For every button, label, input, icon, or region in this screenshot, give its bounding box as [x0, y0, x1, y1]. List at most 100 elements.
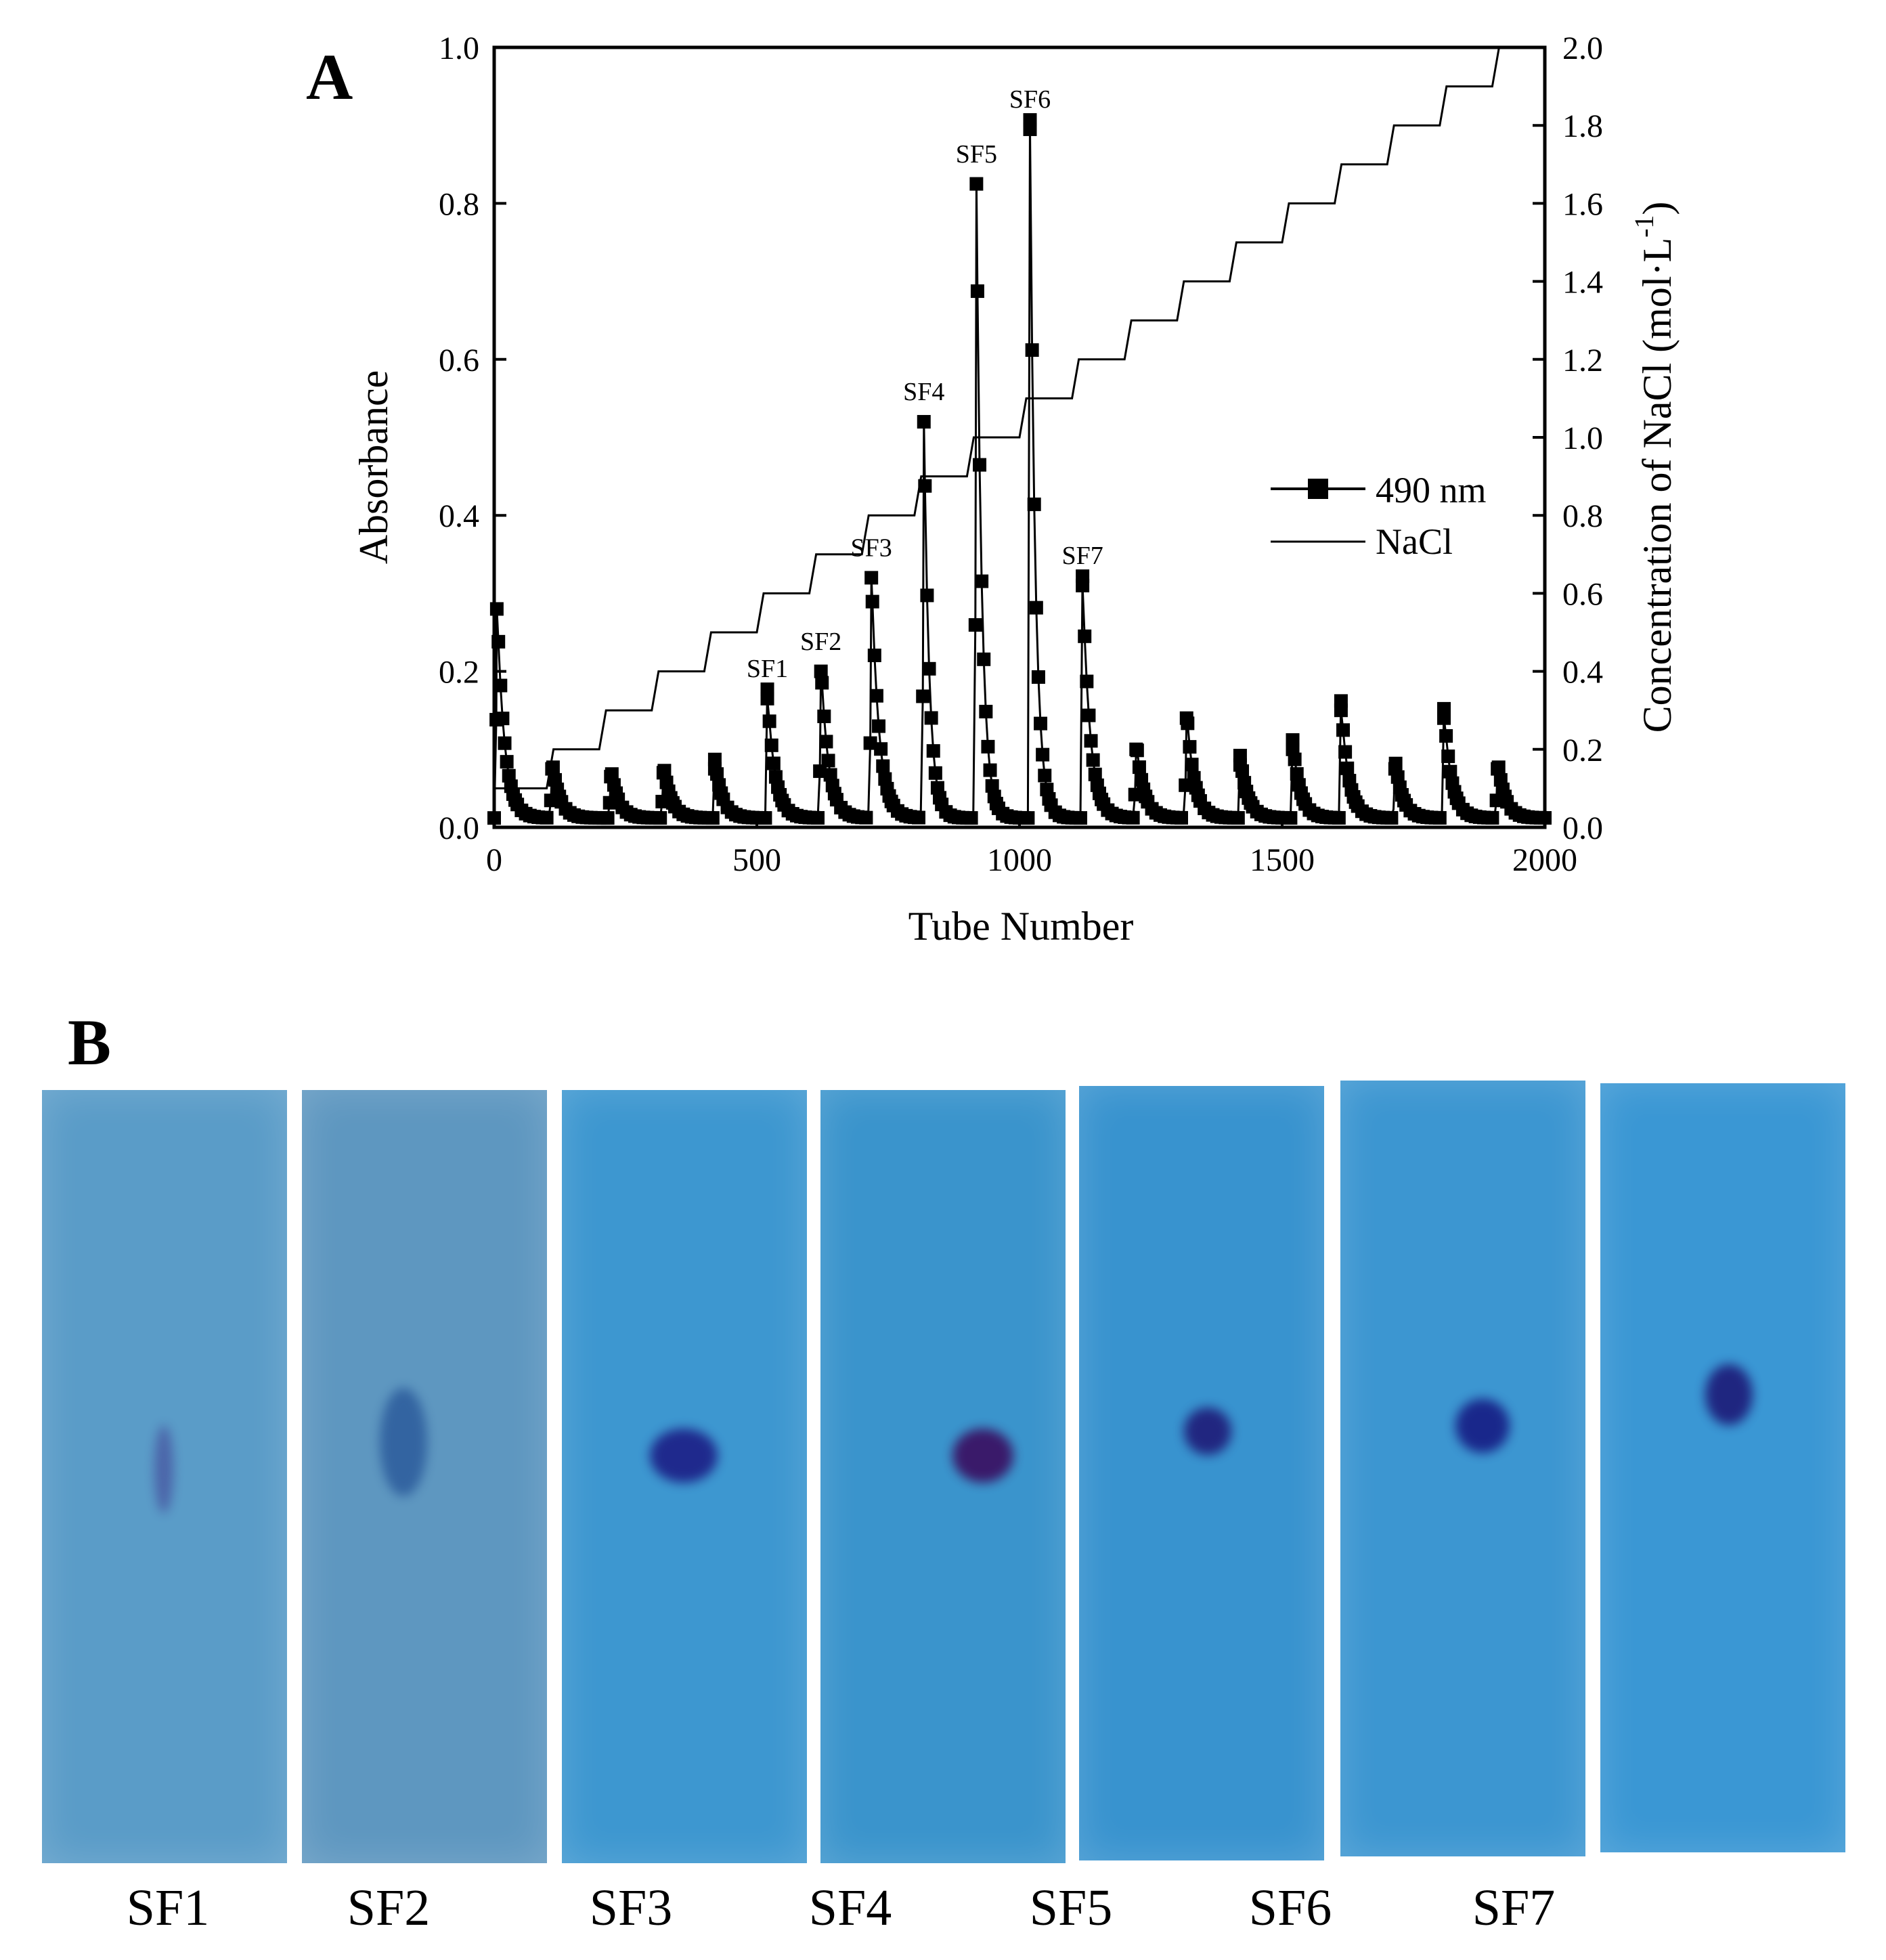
peak-label-sf1: SF1	[747, 655, 788, 683]
strip-sf4	[820, 1090, 1066, 1863]
absorbance-point	[546, 760, 560, 775]
absorbance-point	[928, 766, 942, 780]
y2-tick-label: 1.0	[1562, 420, 1603, 456]
absorbance-point	[922, 661, 936, 676]
spot-sf4	[952, 1429, 1013, 1483]
absorbance-point	[876, 759, 890, 773]
absorbance-point	[983, 763, 997, 777]
spot-sf2	[380, 1388, 427, 1496]
absorbance-point	[1334, 703, 1348, 718]
strip-sf3	[562, 1090, 807, 1863]
absorbance-point	[1235, 764, 1250, 778]
strip-label-sf2: SF2	[347, 1879, 431, 1936]
absorbance-point	[1126, 810, 1140, 825]
absorbance-point	[1029, 601, 1043, 615]
absorbance-point	[817, 710, 831, 724]
absorbance-point	[1439, 728, 1453, 743]
absorbance-point	[916, 689, 930, 703]
absorbance-point	[768, 770, 783, 784]
absorbance-point	[1390, 770, 1405, 784]
absorbance-point	[764, 738, 778, 752]
absorbance-point	[1036, 747, 1050, 762]
absorbance-point	[924, 711, 938, 725]
y-tick-label: 0.6	[439, 343, 479, 378]
absorbance-point	[1074, 811, 1088, 825]
strip-label-sf5: SF5	[1029, 1879, 1113, 1936]
absorbance-point	[813, 764, 827, 779]
absorbance-point	[1332, 810, 1346, 825]
absorbance-point	[1491, 760, 1506, 775]
strip-label-sf7: SF7	[1472, 1879, 1556, 1936]
absorbance-point	[1082, 708, 1096, 722]
peak-label-sf6: SF6	[1009, 85, 1051, 114]
absorbance-point	[489, 602, 504, 616]
peak-label-sf4: SF4	[903, 378, 944, 406]
absorbance-point	[1443, 764, 1457, 779]
absorbance-point	[968, 618, 982, 632]
y-axis-label: Absorbance	[351, 370, 396, 565]
absorbance-point	[605, 767, 619, 781]
y2-tick-label: 2.0	[1562, 30, 1603, 66]
absorbance-point	[926, 744, 940, 758]
x-tick-label: 1000	[987, 842, 1052, 878]
peak-labels: SF1 SF2 SF3 SF4 SF5 SF6 SF7	[747, 85, 1103, 683]
absorbance-point	[758, 811, 772, 825]
absorbance-point	[823, 768, 837, 782]
absorbance-point	[969, 177, 984, 191]
y2-tick-label: 0.8	[1562, 498, 1603, 534]
y-tick-label: 0.0	[439, 810, 479, 846]
strip-sf2	[302, 1090, 547, 1863]
absorbance-point	[500, 755, 514, 769]
absorbance-point	[494, 678, 508, 693]
absorbance-point	[1084, 734, 1098, 748]
strip-label-sf3: SF3	[589, 1879, 673, 1936]
absorbance-point	[1130, 743, 1144, 758]
absorbance-point	[977, 652, 991, 666]
absorbance-point	[1338, 745, 1353, 759]
spot-sf1	[154, 1425, 173, 1513]
absorbance-point	[760, 691, 774, 705]
absorbance-point	[762, 714, 776, 728]
absorbance-point	[867, 649, 881, 663]
spot-sf7	[1705, 1364, 1753, 1425]
absorbance-point	[819, 735, 833, 749]
absorbance-point	[975, 574, 989, 588]
absorbance-point	[920, 588, 934, 603]
absorbance-point	[811, 810, 825, 825]
y-tick-label: 0.4	[439, 498, 479, 534]
absorbance-point	[1181, 716, 1195, 731]
absorbance-point	[1183, 740, 1197, 754]
absorbance-point	[979, 705, 993, 719]
legend: 490 nm NaCl	[1271, 470, 1487, 562]
peak-label-sf3: SF3	[851, 534, 892, 563]
absorbance-point	[1284, 811, 1298, 825]
absorbance-point	[1023, 122, 1037, 136]
absorbance-point	[496, 712, 510, 726]
y2-axis-label-sup: -1	[1629, 215, 1659, 238]
strip-label-sf4: SF4	[808, 1879, 892, 1936]
absorbance-point	[600, 811, 615, 825]
y2-axis-label-end: )	[1635, 202, 1680, 215]
absorbance-point	[859, 810, 873, 825]
strip-label-sf6: SF6	[1248, 1879, 1332, 1936]
y2-tick-label: 0.2	[1562, 733, 1603, 768]
absorbance-point	[981, 739, 995, 754]
absorbance-point	[1025, 343, 1039, 357]
absorbance-point	[912, 810, 926, 825]
absorbance-point	[1441, 749, 1455, 764]
absorbance-point	[1231, 811, 1245, 825]
x-axis-label: Tube Number	[908, 904, 1134, 949]
absorbance-point	[1384, 810, 1399, 825]
nacl-step-line	[494, 46, 1503, 789]
absorbance-point	[872, 719, 886, 733]
absorbance-point	[869, 689, 883, 703]
absorbance-point	[1088, 767, 1102, 781]
absorbance-point	[1175, 810, 1189, 825]
peak-label-sf7: SF7	[1061, 542, 1103, 570]
absorbance-point	[498, 736, 512, 750]
legend-490nm-label: 490 nm	[1376, 470, 1487, 510]
y-tick-label: 1.0	[439, 30, 479, 66]
x-tick-label: 500	[732, 842, 781, 878]
strip-sf7	[1600, 1083, 1845, 1852]
absorbance-point	[710, 767, 724, 781]
